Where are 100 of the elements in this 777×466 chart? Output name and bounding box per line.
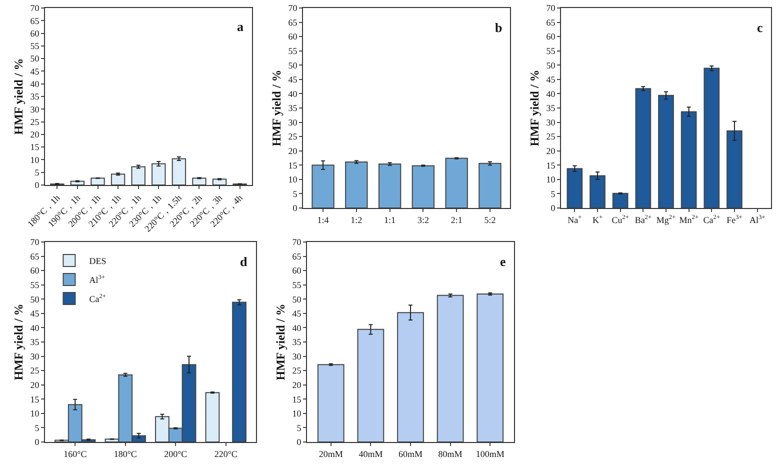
x-tick-label: Mg$^{2+}$	[656, 214, 676, 225]
y-tick-label: 15	[546, 160, 556, 170]
y-axis-title: HMF yield / %	[12, 304, 26, 380]
bar	[378, 164, 402, 208]
y-tick-label: 65	[292, 251, 302, 262]
bar	[704, 68, 720, 208]
y-tick-label: 15	[30, 394, 40, 404]
bar	[478, 162, 502, 208]
annotation: c	[757, 20, 763, 35]
x-tick-label: 20mM	[318, 448, 343, 459]
y-tick-label: 5	[550, 188, 556, 199]
annotation: e	[500, 254, 506, 269]
y-tick-label: 20	[30, 130, 40, 140]
y-tick-label: 40	[292, 322, 302, 333]
bar	[612, 192, 628, 208]
x-tick-label: K$^{+}$	[592, 214, 603, 225]
x-tick-label: Na$^{+}$	[568, 214, 582, 225]
bar	[312, 164, 334, 208]
y-tick-label: 45	[546, 74, 556, 85]
y-tick-label: 70	[546, 3, 556, 14]
y-tick-label: 0	[34, 180, 40, 190]
bar	[658, 94, 674, 208]
y-tick-label: 70	[292, 237, 302, 248]
bar	[172, 158, 186, 185]
y-tick-label: 65	[546, 17, 556, 28]
y-axis-title: HMF yield / %	[270, 70, 284, 146]
y-axis-title: HMF yield / %	[274, 304, 288, 380]
annotation: a	[237, 19, 244, 34]
y-tick-label: 65	[288, 17, 298, 28]
bar	[590, 175, 606, 208]
y-tick-label: 70	[288, 3, 298, 14]
annotation: d	[240, 254, 248, 269]
legend-label: DES	[89, 256, 106, 266]
y-tick-label: 60	[546, 32, 556, 42]
y-tick-label: 45	[30, 308, 40, 319]
x-tick-label: Ba$^{2+}$	[634, 214, 652, 225]
y-tick-label: 45	[30, 66, 40, 76]
bar	[412, 165, 435, 208]
y-tick-label: 60	[288, 32, 298, 42]
bar	[232, 302, 246, 442]
y-tick-label: 10	[30, 408, 40, 419]
x-tick-label: 2:1	[450, 214, 462, 225]
y-axis-title: HMF yield / %	[12, 58, 26, 135]
y-tick-label: 35	[292, 337, 302, 348]
bar	[345, 162, 368, 208]
y-tick-label: 50	[546, 60, 556, 70]
y-tick-label: 25	[30, 116, 40, 127]
legend-label: Ca$^{2+}$	[89, 293, 106, 304]
y-tick-label: 10	[30, 154, 40, 165]
x-tick-label: 220°C	[214, 448, 238, 459]
y-tick-label: 0	[296, 437, 302, 448]
y-tick-label: 50	[292, 294, 302, 304]
y-tick-label: 25	[292, 366, 302, 376]
y-axis-title: HMF yield / %	[528, 70, 542, 146]
bar	[397, 312, 424, 442]
y-tick-label: 50	[288, 60, 298, 70]
x-tick-label: 1:4	[317, 214, 330, 225]
y-tick-label: 40	[30, 322, 40, 333]
y-tick-label: 15	[288, 160, 298, 170]
y-tick-label: 30	[546, 117, 556, 128]
bar	[445, 158, 468, 208]
y-tick-label: 30	[292, 351, 302, 362]
y-tick-label: 0	[292, 203, 298, 214]
x-tick-label: Ca$^{2+}$	[703, 214, 720, 225]
y-tick-label: 0	[34, 437, 40, 448]
x-tick-label: Al$^{3+}$	[749, 214, 766, 225]
x-tick-label: 1:2	[350, 214, 362, 225]
annotation: b	[495, 20, 502, 35]
y-tick-label: 5	[296, 422, 302, 433]
y-tick-label: 10	[292, 408, 302, 419]
y-tick-label: 60	[30, 266, 40, 276]
y-tick-label: 35	[30, 337, 40, 348]
y-tick-label: 20	[30, 380, 40, 390]
y-tick-label: 65	[30, 16, 40, 26]
y-tick-label: 55	[546, 46, 556, 56]
y-tick-label: 65	[30, 251, 40, 262]
y-tick-label: 60	[292, 266, 302, 276]
y-tick-label: 35	[546, 103, 556, 114]
y-tick-label: 25	[30, 366, 40, 376]
y-tick-label: 55	[288, 46, 298, 56]
y-tick-label: 40	[288, 88, 298, 99]
y-tick-label: 20	[546, 146, 556, 156]
x-tick-label: 60mM	[398, 448, 423, 459]
x-tick-label: 160°C	[64, 448, 87, 459]
bar	[726, 130, 742, 208]
y-tick-label: 55	[292, 280, 302, 290]
y-tick-label: 45	[288, 74, 298, 85]
x-tick-label: 40mM	[358, 448, 383, 459]
x-tick-label: 200°C	[164, 448, 188, 459]
y-tick-label: 20	[288, 146, 298, 156]
y-tick-label: 55	[30, 280, 40, 290]
bar	[192, 178, 206, 185]
legend-label: Al$^{3+}$	[89, 274, 106, 286]
bar	[635, 88, 652, 208]
y-tick-label: 5	[292, 188, 298, 199]
y-tick-label: 15	[30, 142, 40, 152]
x-tick-label: Mn$^{2+}$	[679, 214, 699, 225]
y-tick-label: 60	[30, 28, 40, 38]
y-tick-label: 5	[34, 422, 40, 433]
y-tick-label: 40	[546, 88, 556, 99]
